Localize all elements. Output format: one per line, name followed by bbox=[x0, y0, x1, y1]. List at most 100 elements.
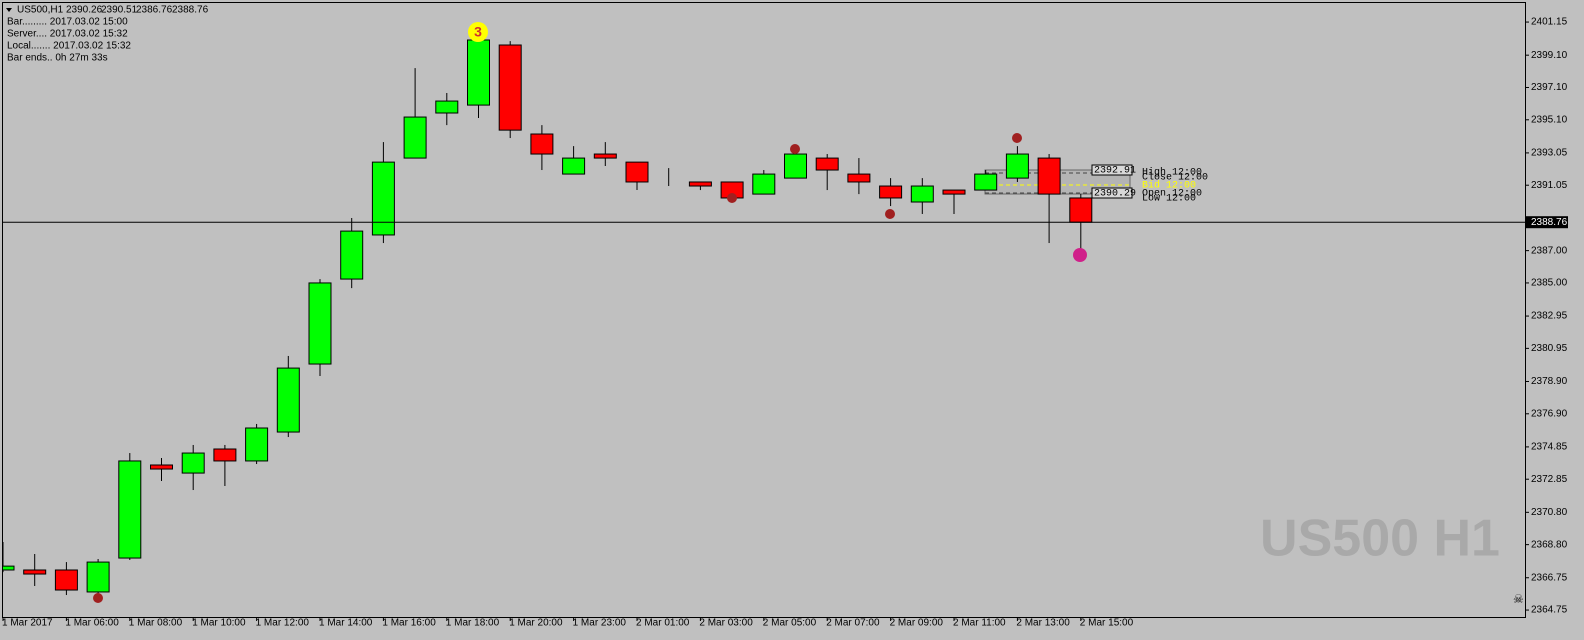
x-tick-label: 1 Mar 14:00 bbox=[319, 618, 373, 629]
y-tick-label: 2382.95 bbox=[1531, 311, 1568, 322]
candle-body bbox=[1037, 157, 1061, 195]
level-box-label: 2392.91 bbox=[1094, 166, 1136, 177]
candle-body bbox=[467, 39, 490, 106]
y-tick-label: 2376.90 bbox=[1531, 408, 1568, 419]
info-line: Local....... 2017.03.02 15:32 bbox=[7, 41, 131, 52]
candle-body bbox=[150, 464, 173, 470]
candle-body bbox=[688, 181, 712, 187]
x-tick-label: 1 Mar 23:00 bbox=[573, 618, 627, 629]
x-tick-label: 2 Mar 09:00 bbox=[890, 618, 944, 629]
y-tick-label: 2395.10 bbox=[1531, 114, 1568, 125]
candle-body bbox=[847, 173, 871, 183]
x-tick-label: 2 Mar 01:00 bbox=[636, 618, 690, 629]
header-value: 2390.26 bbox=[66, 5, 103, 16]
x-tick-label: 1 Mar 18:00 bbox=[446, 618, 500, 629]
y-tick-label: 2366.75 bbox=[1531, 572, 1568, 583]
y-tick-label: 2385.00 bbox=[1531, 278, 1568, 289]
x-tick-label: 2 Mar 13:00 bbox=[1016, 618, 1070, 629]
signal-marker[interactable] bbox=[885, 209, 895, 219]
header-value: 2390.51 bbox=[101, 5, 138, 16]
level-label: Low 12:00 bbox=[1142, 194, 1196, 205]
candle-body bbox=[530, 133, 554, 155]
signal-marker[interactable] bbox=[790, 144, 800, 154]
candle-body bbox=[815, 157, 839, 171]
level-box bbox=[1091, 187, 1133, 199]
info-line: Bar......... 2017.03.02 15:00 bbox=[7, 17, 128, 28]
x-tick-label: 1 Mar 2017 bbox=[2, 618, 53, 629]
signal-marker[interactable] bbox=[1012, 133, 1022, 143]
x-tick-label: 1 Mar 16:00 bbox=[382, 618, 436, 629]
plot-area bbox=[2, 2, 1526, 618]
candle-body bbox=[86, 561, 110, 593]
price-tag-label: 2388.76 bbox=[1531, 217, 1568, 228]
info-line: Server.... 2017.03.02 15:32 bbox=[7, 29, 128, 40]
candle-body bbox=[879, 185, 903, 199]
y-tick-label: 2368.80 bbox=[1531, 539, 1568, 550]
y-tick-label: 2397.10 bbox=[1531, 82, 1568, 93]
candle-body bbox=[593, 153, 617, 159]
candle-body bbox=[245, 427, 269, 462]
level-label: Bid 12:00 bbox=[1142, 180, 1196, 192]
info-line: Bar ends.. 0h 27m 33s bbox=[7, 53, 108, 64]
y-tick-label: 2393.05 bbox=[1531, 148, 1568, 159]
y-tick-label: 2380.95 bbox=[1531, 343, 1568, 354]
candle-body bbox=[910, 185, 934, 203]
x-tick-label: 2 Mar 03:00 bbox=[699, 618, 753, 629]
candle-body bbox=[340, 230, 364, 280]
candle-body bbox=[3, 565, 15, 571]
markers: 3 bbox=[93, 22, 1087, 603]
candle-body bbox=[1005, 153, 1029, 179]
candle-body bbox=[308, 282, 332, 365]
level-label: High 12:00 bbox=[1142, 167, 1202, 179]
candle-body bbox=[403, 116, 427, 159]
candle-body bbox=[276, 367, 300, 433]
icon[interactable]: ☠ bbox=[1513, 592, 1524, 606]
candle-body bbox=[1069, 197, 1093, 223]
y-tick-label: 2378.90 bbox=[1531, 376, 1568, 387]
level-box bbox=[1091, 164, 1133, 176]
candle-body bbox=[371, 161, 395, 236]
annotation-badge[interactable] bbox=[468, 22, 488, 42]
header-value: 2386.76 bbox=[136, 5, 173, 16]
level-box-label: 2390.29 bbox=[1094, 189, 1136, 200]
y-tick-label: 2374.85 bbox=[1531, 442, 1568, 453]
candle-body bbox=[498, 44, 522, 131]
candles bbox=[3, 37, 1093, 596]
y-tick-label: 2364.75 bbox=[1531, 605, 1568, 616]
y-tick-label: 2401.15 bbox=[1531, 17, 1568, 28]
signal-marker[interactable] bbox=[727, 193, 737, 203]
x-tick-label: 2 Mar 15:00 bbox=[1080, 618, 1134, 629]
header-value: 2388.76 bbox=[172, 5, 209, 16]
annotation-text: 3 bbox=[474, 24, 482, 40]
chart-title: US500,H1 bbox=[17, 5, 64, 16]
candle-body bbox=[974, 173, 998, 191]
y-tick-label: 2387.00 bbox=[1531, 245, 1568, 256]
watermark: US500 H1 bbox=[1260, 510, 1500, 568]
candle-body bbox=[213, 448, 237, 462]
y-tick-label: 2372.85 bbox=[1531, 474, 1568, 485]
price-tag bbox=[1526, 216, 1568, 229]
candle-body bbox=[784, 153, 807, 179]
menu-arrow[interactable] bbox=[6, 8, 12, 12]
candle-body bbox=[942, 189, 966, 195]
candle-body bbox=[118, 460, 142, 559]
candle-body bbox=[752, 173, 776, 195]
level-label: Close 12:00 bbox=[1142, 172, 1208, 184]
candle-body bbox=[23, 569, 47, 575]
candle-body bbox=[181, 452, 205, 474]
signal-marker[interactable] bbox=[1073, 248, 1087, 262]
y-tick-label: 2391.05 bbox=[1531, 180, 1568, 191]
x-tick-label: 1 Mar 10:00 bbox=[192, 618, 246, 629]
candle-body bbox=[562, 157, 586, 175]
x-tick-label: 2 Mar 11:00 bbox=[953, 618, 1006, 629]
candle-body bbox=[625, 161, 649, 183]
y-tick-label: 2399.10 bbox=[1531, 50, 1568, 61]
signal-marker[interactable] bbox=[93, 593, 103, 603]
x-tick-label: 1 Mar 08:00 bbox=[129, 618, 183, 629]
candle-body bbox=[54, 569, 78, 591]
candle-body bbox=[435, 100, 459, 114]
x-tick-label: 1 Mar 20:00 bbox=[509, 618, 563, 629]
x-tick-label: 1 Mar 06:00 bbox=[65, 618, 119, 629]
x-tick-label: 2 Mar 07:00 bbox=[826, 618, 880, 629]
